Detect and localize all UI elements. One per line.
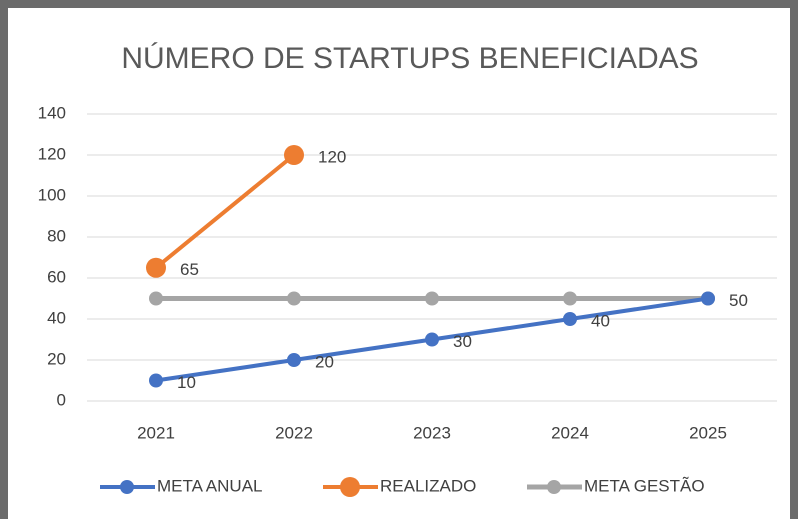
- data-label: 40: [591, 311, 610, 330]
- point: [425, 291, 439, 306]
- data-label: 120: [318, 147, 346, 166]
- data-label: 65: [180, 260, 199, 279]
- legend-label: META GESTÃO: [584, 476, 705, 495]
- x-tick-label: 2021: [137, 423, 175, 442]
- series-line: [154, 153, 296, 270]
- point: [701, 291, 715, 306]
- y-tick-label: 40: [47, 308, 66, 327]
- x-tick-label: 2023: [413, 423, 451, 442]
- legend-label: META ANUAL: [157, 476, 263, 495]
- x-tick-label: 2025: [689, 423, 727, 442]
- point: [284, 145, 304, 165]
- data-label: 20: [315, 352, 334, 371]
- legend-marker: [547, 480, 561, 494]
- legend-label: REALIZADO: [380, 476, 476, 495]
- point: [563, 291, 577, 306]
- x-tick-label: 2024: [551, 423, 589, 442]
- y-tick-label: 0: [57, 390, 66, 409]
- y-tick-label: 80: [47, 226, 66, 245]
- data-label: 30: [453, 332, 472, 351]
- point: [425, 332, 439, 347]
- y-tick-label: 20: [47, 349, 66, 368]
- legend-marker: [340, 477, 360, 497]
- point: [149, 373, 163, 388]
- point: [149, 291, 163, 306]
- point: [563, 312, 577, 326]
- data-label: 10: [177, 373, 196, 392]
- legend-marker: [120, 480, 134, 494]
- y-tick-label: 60: [47, 267, 66, 286]
- point: [146, 257, 166, 278]
- x-tick-label: 2022: [275, 423, 313, 442]
- y-tick-label: 100: [38, 185, 66, 204]
- y-tick-label: 120: [38, 144, 66, 163]
- point: [287, 353, 301, 367]
- point: [287, 291, 301, 306]
- y-tick-label: 140: [38, 103, 66, 122]
- chart-title: NÚMERO DE STARTUPS BENEFICIADAS: [121, 42, 698, 75]
- data-label: 50: [729, 291, 748, 310]
